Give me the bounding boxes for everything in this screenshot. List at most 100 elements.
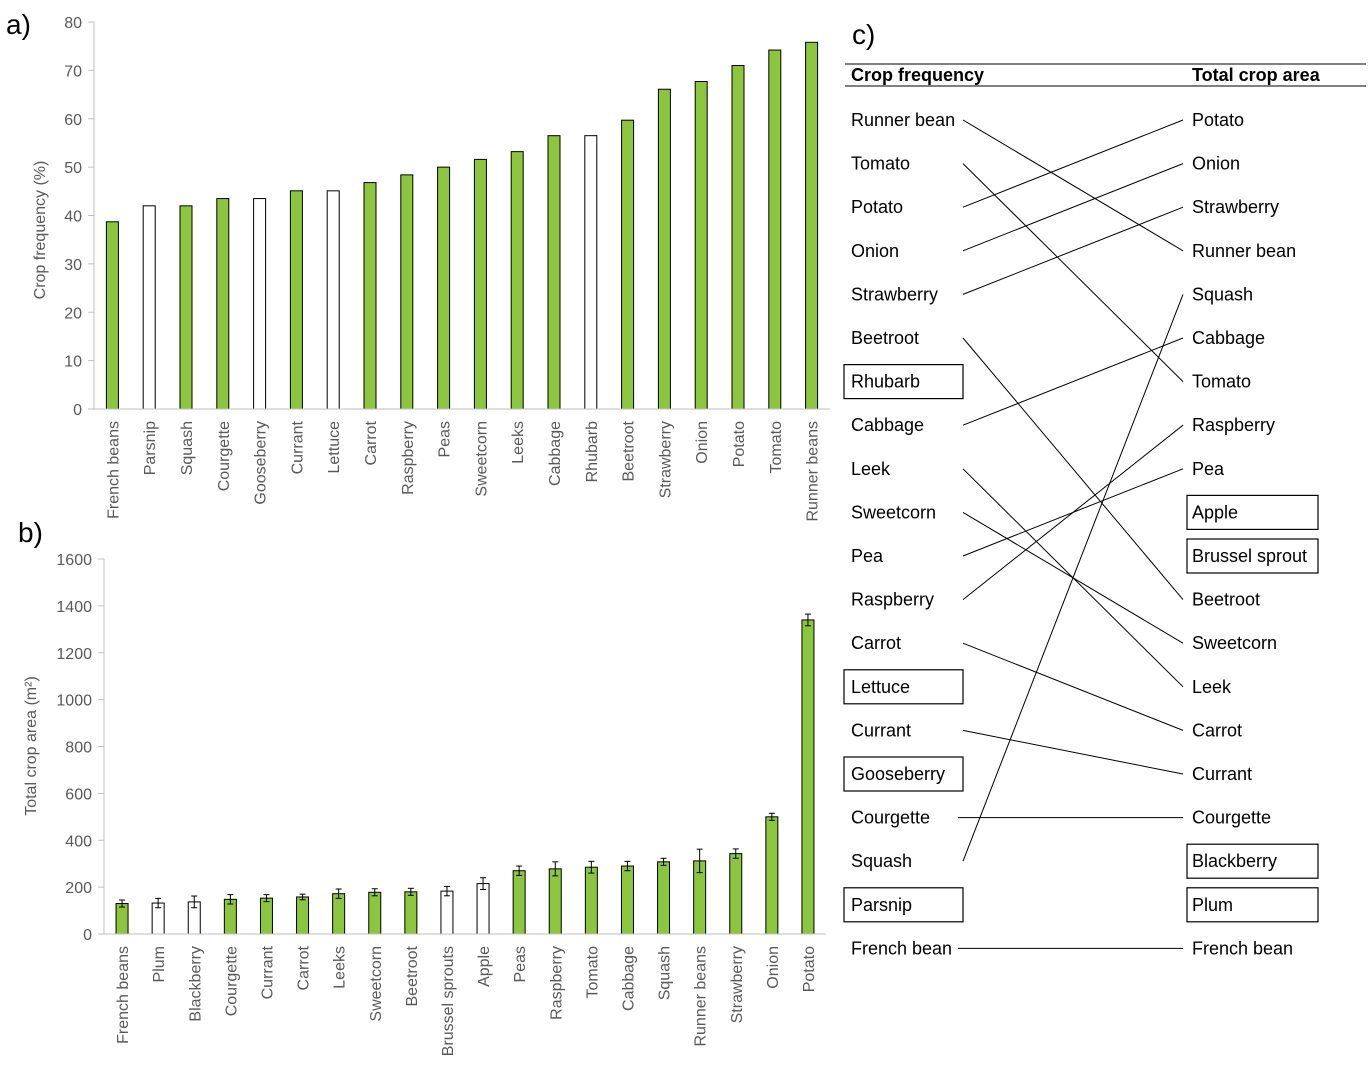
x-tick-label: Leeks xyxy=(510,421,527,464)
bar-potato xyxy=(731,65,745,410)
bar-peas xyxy=(512,870,526,935)
y-tick-label: 1600 xyxy=(56,552,92,569)
x-tick-label: Tomato xyxy=(584,946,601,999)
x-tick-label: Beetroot xyxy=(404,945,421,1006)
x-tick-label: Sweetcorn xyxy=(368,946,385,1022)
rank-link-line xyxy=(962,729,1184,775)
x-tick-label: Carrot xyxy=(363,420,380,465)
panel-b-area-chart: b) Total crop area (m²) 0 200 400 600 800 100… xyxy=(18,517,826,1056)
bar-raspberry xyxy=(400,174,414,410)
bar-parsnip xyxy=(142,205,156,410)
right-item-tomato: Tomato xyxy=(1192,372,1251,392)
left-box-gooseberry xyxy=(843,756,964,792)
bar-strawberry xyxy=(729,853,743,935)
right-item-potato: Potato xyxy=(1192,110,1244,130)
left-item-cabbage: Cabbage xyxy=(851,415,924,435)
x-tick-label: French beans xyxy=(105,421,122,519)
rank-link-line xyxy=(962,337,1184,600)
x-tick-label: Tomato xyxy=(768,421,785,474)
bar-courgette xyxy=(223,898,237,935)
rank-link-line xyxy=(962,337,1184,426)
x-tick-label: French beans xyxy=(115,946,132,1044)
left-item-raspberry: Raspberry xyxy=(851,590,934,610)
right-box-blackberry xyxy=(1186,843,1319,879)
bar-apple xyxy=(476,883,490,935)
panel-c-label: c) xyxy=(852,19,875,50)
right-item-runner-bean: Runner bean xyxy=(1192,241,1296,261)
bar-cabbage xyxy=(547,135,561,410)
y-tick-label: 70 xyxy=(64,63,82,80)
right-item-french-bean: French bean xyxy=(1192,938,1293,958)
x-tick-label: Courgette xyxy=(216,421,233,491)
panel-a-y-axis-title: Crop frequency (%) xyxy=(32,161,49,300)
right-item-sweetcorn: Sweetcorn xyxy=(1192,633,1277,653)
bar-squash xyxy=(657,861,671,935)
x-tick-label: Peas xyxy=(512,946,529,982)
bar-currant xyxy=(259,897,273,935)
bar-onion xyxy=(765,816,779,935)
bar-carrot xyxy=(296,896,310,935)
panel-a-label: a) xyxy=(6,9,31,40)
right-box-brussel-sprout xyxy=(1186,538,1319,574)
y-tick-label: 0 xyxy=(83,927,92,944)
bar-cabbage xyxy=(620,865,634,935)
left-item-beetroot: Beetroot xyxy=(851,328,919,348)
y-tick-label: 40 xyxy=(64,209,82,226)
header-crop-frequency: Crop frequency xyxy=(851,65,984,85)
bar-tomato xyxy=(584,866,598,935)
x-tick-label: Strawberry xyxy=(657,421,674,498)
right-box-apple xyxy=(1186,494,1319,530)
left-item-parsnip: Parsnip xyxy=(851,895,912,915)
bar-brussel-sprouts xyxy=(440,890,454,935)
left-box-parsnip xyxy=(843,887,964,923)
y-tick-label: 50 xyxy=(64,160,82,177)
bar-onion xyxy=(694,81,708,410)
x-tick-label: Currant xyxy=(289,420,306,474)
left-item-potato: Potato xyxy=(851,197,903,217)
x-tick-label: Squash xyxy=(657,946,674,1000)
x-tick-label: Courgette xyxy=(223,946,240,1016)
left-item-squash: Squash xyxy=(851,851,912,871)
left-item-french-bean: French bean xyxy=(851,938,952,958)
bar-raspberry xyxy=(548,868,562,935)
x-tick-label: Strawberry xyxy=(729,946,746,1023)
bar-rhubarb xyxy=(584,135,598,410)
x-tick-label: Potato xyxy=(731,421,748,467)
right-item-squash: Squash xyxy=(1192,284,1253,304)
rank-link-line xyxy=(962,163,1184,382)
right-item-strawberry: Strawberry xyxy=(1192,197,1279,217)
bar-beetroot xyxy=(404,891,418,935)
rank-link-line xyxy=(962,119,1184,252)
x-tick-label: Rhubarb xyxy=(584,421,601,482)
right-item-courgette: Courgette xyxy=(1192,808,1271,828)
bar-carrot xyxy=(363,182,377,410)
y-tick-label: 60 xyxy=(64,112,82,129)
rank-link-line xyxy=(962,206,1184,295)
bar-courgette xyxy=(216,198,230,410)
x-tick-label: Gooseberry xyxy=(253,421,270,505)
bar-sweetcorn xyxy=(473,158,487,410)
bar-french-beans xyxy=(105,221,119,410)
bar-lettuce xyxy=(326,190,340,410)
left-item-lettuce: Lettuce xyxy=(851,677,910,697)
x-tick-label: Cabbage xyxy=(547,421,564,486)
rank-link-line xyxy=(962,642,1184,731)
panel-b-y-axis-title: Total crop area (m²) xyxy=(23,676,40,816)
right-item-carrot: Carrot xyxy=(1192,720,1242,740)
bar-runner-beans xyxy=(805,41,819,410)
right-item-brussel-sprout: Brussel sprout xyxy=(1192,546,1307,566)
y-tick-label: 0 xyxy=(73,402,82,419)
x-tick-label: Runner beans xyxy=(805,421,822,522)
right-item-leek: Leek xyxy=(1192,677,1232,697)
right-item-beetroot: Beetroot xyxy=(1192,590,1260,610)
right-item-pea: Pea xyxy=(1192,459,1225,479)
left-item-carrot: Carrot xyxy=(851,633,901,653)
y-tick-label: 400 xyxy=(65,833,92,850)
x-tick-label: Squash xyxy=(179,421,196,475)
x-tick-label: Sweetcorn xyxy=(473,421,490,497)
x-tick-label: Cabbage xyxy=(620,946,637,1011)
y-tick-label: 800 xyxy=(65,740,92,757)
left-item-currant: Currant xyxy=(851,720,911,740)
right-box-plum xyxy=(1186,887,1319,923)
x-tick-label: Peas xyxy=(437,421,454,457)
